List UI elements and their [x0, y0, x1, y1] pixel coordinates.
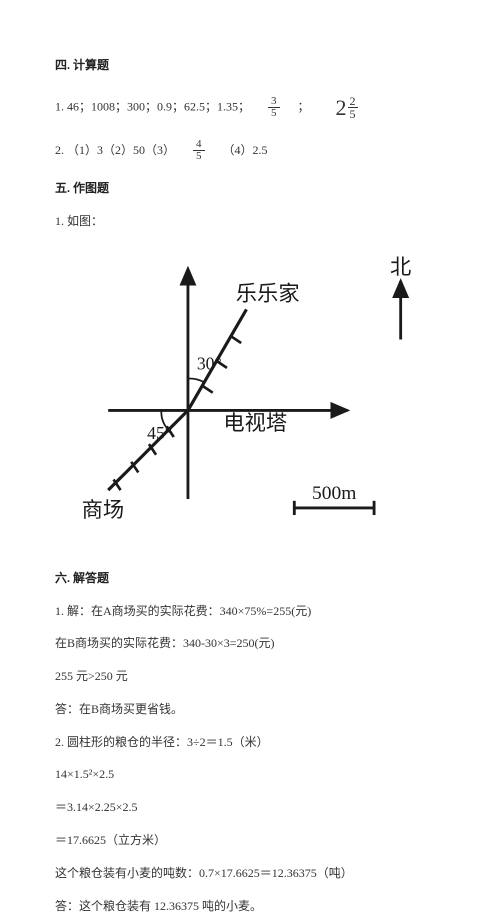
fig-label-mall: 商场 — [82, 498, 125, 522]
s4-line1-prefix: 1. 46；1008；300；0.9；62.5；1.35； — [55, 99, 250, 113]
section5-heading: 五. 作图题 — [55, 177, 445, 200]
s6-p6: 14×1.5²×2.5 — [55, 763, 445, 786]
s6-p7: ＝3.14×2.25×2.5 — [55, 796, 445, 819]
s4-frac2-den: 5 — [193, 151, 205, 163]
section4-line1: 1. 46；1008；300；0.9；62.5；1.35； 3 5 ； 2 2 … — [55, 87, 445, 129]
s4-line2-a: 2. （1）3（2）50（3） — [55, 143, 175, 157]
s4-line2-b: （4）2.5 — [223, 143, 268, 157]
fig-label-45: 45° — [147, 423, 172, 443]
figure-wrap: 北 30° 乐乐家 45° 商场 电视塔 500m — [55, 242, 445, 552]
section4-heading: 四. 计算题 — [55, 54, 445, 77]
fig-label-north: 北 — [390, 255, 411, 279]
s6-p5: 2. 圆柱形的粮仓的半径：3÷2＝1.5（米） — [55, 731, 445, 754]
section6-heading: 六. 解答题 — [55, 567, 445, 590]
s4-frac1: 3 5 — [268, 96, 280, 120]
section4-line2: 2. （1）3（2）50（3） 4 5 （4）2.5 — [55, 139, 445, 163]
s6-p8: ＝17.6625（立方米） — [55, 829, 445, 852]
section5-line1: 1. 如图： — [55, 210, 445, 233]
s4-frac2: 4 5 — [193, 139, 205, 163]
fig-label-30: 30° — [197, 354, 222, 374]
s4-line1-sep: ； — [298, 99, 310, 113]
figure-svg: 北 30° 乐乐家 45° 商场 电视塔 500m — [55, 242, 445, 552]
s4-mixed-whole: 2 — [336, 95, 347, 120]
s4-mixed-den: 5 — [348, 108, 358, 120]
s4-frac1-den: 5 — [268, 108, 280, 120]
s6-p4: 答：在B商场买更省钱。 — [55, 698, 445, 721]
fig-label-tower: 电视塔 — [223, 411, 287, 435]
s6-p10: 答：这个粮仓装有 12.36375 吨的小麦。 — [55, 895, 445, 917]
s6-p3: 255 元>250 元 — [55, 665, 445, 688]
s4-mixed-frac: 2 5 — [348, 95, 358, 120]
s6-p9: 这个粮仓装有小麦的吨数：0.7×17.6625＝12.36375（吨） — [55, 862, 445, 885]
s6-p1: 1. 解：在A商场买的实际花费：340×75%=255(元) — [55, 600, 445, 623]
fig-label-scale: 500m — [312, 484, 356, 505]
s6-p2: 在B商场买的实际花费：340-30×3=250(元) — [55, 632, 445, 655]
fig-label-home: 乐乐家 — [236, 282, 300, 306]
